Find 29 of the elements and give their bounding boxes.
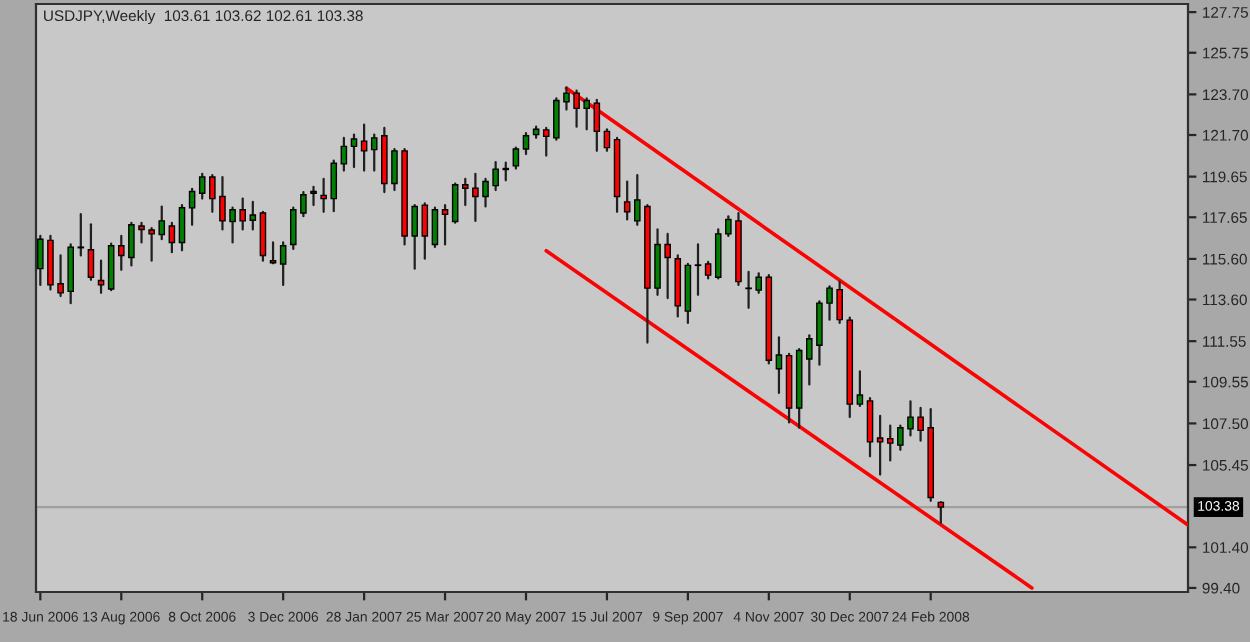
- candlestick: [623, 180, 631, 221]
- candlestick: [249, 200, 257, 231]
- candlestick: [876, 414, 884, 476]
- candlestick: [593, 98, 601, 152]
- candlestick: [866, 397, 874, 458]
- candlestick: [674, 254, 682, 318]
- candlestick: [168, 221, 176, 254]
- candlestick: [310, 185, 317, 207]
- candlestick: [522, 132, 530, 156]
- candlestick: [431, 206, 439, 249]
- candlestick: [856, 370, 864, 408]
- candlestick: [350, 133, 358, 169]
- candlestick: [279, 241, 287, 287]
- candlestick: [775, 336, 783, 395]
- candlestick: [512, 146, 520, 170]
- candlestick: [684, 262, 692, 324]
- candlestick: [694, 243, 702, 296]
- candlestick: [259, 210, 267, 262]
- candlestick: [107, 242, 115, 292]
- candlestick: [77, 213, 85, 257]
- candlestick: [451, 182, 459, 224]
- candlestick: [421, 202, 429, 260]
- candlestick: [87, 223, 95, 281]
- candlestick: [441, 203, 449, 246]
- candlestick: [178, 203, 186, 252]
- candlestick: [97, 259, 105, 294]
- candlestick: [360, 123, 368, 172]
- candlestick: [937, 501, 945, 524]
- candlestick: [340, 136, 348, 172]
